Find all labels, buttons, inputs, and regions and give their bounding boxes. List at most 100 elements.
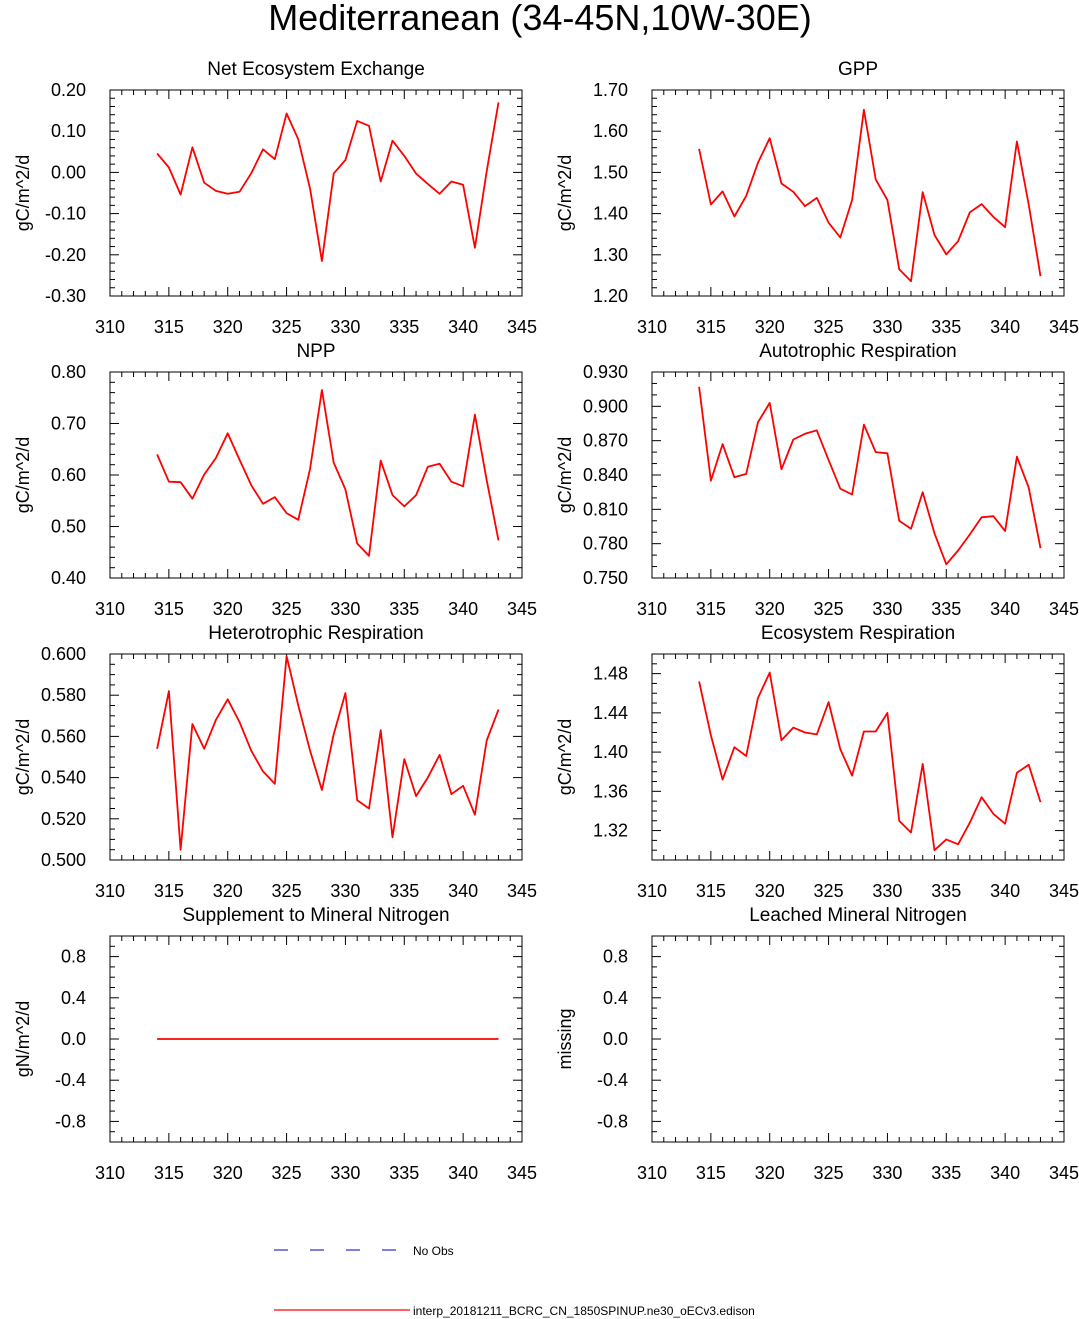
- x-tick-label: 315: [696, 317, 726, 337]
- x-tick-label: 340: [990, 317, 1020, 337]
- x-tick-label: 330: [872, 599, 902, 619]
- x-tick-label: 325: [272, 599, 302, 619]
- y-tick-label: 0.70: [51, 414, 86, 434]
- x-tick-label: 345: [1049, 881, 1079, 901]
- legend-label-no-obs: No Obs: [413, 1244, 454, 1258]
- y-tick-label: 0.80: [51, 362, 86, 382]
- x-tick-label: 310: [637, 881, 667, 901]
- y-tick-label: 0.8: [603, 947, 628, 967]
- panel-title: Ecosystem Respiration: [761, 623, 955, 644]
- panel-title: Leached Mineral Nitrogen: [749, 905, 967, 926]
- x-tick-label: 320: [755, 881, 785, 901]
- x-tick-label: 335: [389, 881, 419, 901]
- y-tick-label: 0.870: [583, 431, 628, 451]
- y-axis-label: gC/m^2/d: [555, 155, 575, 231]
- y-tick-label: 1.48: [593, 664, 628, 684]
- plot-frame: [109, 371, 523, 579]
- y-tick-label: 0.10: [51, 121, 86, 141]
- x-tick-label: 325: [272, 1163, 302, 1183]
- series-line: [156, 389, 500, 557]
- panel-autotrophic-respiration: Autotrophic Respiration gC/m^2/d 310 315 320…: [555, 341, 1079, 619]
- x-tick-label: 310: [637, 1163, 667, 1183]
- x-tick-label: 320: [755, 599, 785, 619]
- x-tick-label: 320: [213, 1163, 243, 1183]
- x-tick-label: 335: [931, 317, 961, 337]
- panel-title: GPP: [838, 59, 878, 80]
- y-tick-label: 0.840: [583, 465, 628, 485]
- x-tick-label: 320: [213, 599, 243, 619]
- panel-npp: NPP gC/m^2/d 310 315 320 325 330 335 340 345 0.40 0…: [13, 341, 537, 619]
- panel-title: Autotrophic Respiration: [759, 341, 957, 362]
- x-tick-label: 325: [272, 317, 302, 337]
- x-tick-label: 340: [990, 1163, 1020, 1183]
- x-tick-label: 335: [931, 881, 961, 901]
- x-tick-label: 340: [448, 599, 478, 619]
- legend: No Obs interp_20181211_BCRC_CN_1850SPINU…: [274, 1244, 755, 1318]
- y-tick-label: -0.4: [55, 1070, 86, 1090]
- panel-title: NPP: [296, 341, 335, 362]
- x-tick-label: 340: [448, 881, 478, 901]
- y-tick-label: 0.0: [61, 1029, 86, 1049]
- x-tick-label: 310: [637, 317, 667, 337]
- y-axis-label: gN/m^2/d: [13, 1001, 33, 1077]
- y-tick-label: 1.44: [593, 703, 628, 723]
- y-tick-label: 0.500: [41, 850, 86, 870]
- y-tick-label: 1.32: [593, 821, 628, 841]
- x-tick-label: 330: [330, 881, 360, 901]
- x-tick-label: 345: [507, 881, 537, 901]
- y-axis-label: gC/m^2/d: [555, 437, 575, 513]
- panel-title: Heterotrophic Respiration: [208, 623, 423, 644]
- x-tick-label: 345: [507, 317, 537, 337]
- x-tick-label: 330: [330, 317, 360, 337]
- x-tick-label: 315: [696, 599, 726, 619]
- panel-heterotrophic-respiration: Heterotrophic Respiration gC/m^2/d 310 315 3…: [13, 623, 537, 901]
- y-tick-label: -0.4: [597, 1070, 628, 1090]
- y-tick-label: -0.20: [45, 245, 86, 265]
- x-tick-label: 320: [755, 317, 785, 337]
- y-tick-label: -0.30: [45, 286, 86, 306]
- series-line: [698, 671, 1042, 852]
- plot-frame: [109, 89, 523, 297]
- x-tick-label: 345: [507, 1163, 537, 1183]
- y-tick-label: 0.750: [583, 568, 628, 588]
- series-line: [698, 108, 1042, 283]
- y-axis-label: gC/m^2/d: [555, 719, 575, 795]
- panel-supplement-to-mineral-nitrogen: Supplement to Mineral Nitrogen gN/m^2/d 31…: [13, 905, 537, 1183]
- x-tick-label: 320: [213, 881, 243, 901]
- y-tick-label: 1.50: [593, 162, 628, 182]
- x-tick-label: 340: [448, 1163, 478, 1183]
- x-tick-label: 340: [448, 317, 478, 337]
- y-tick-label: -0.8: [597, 1111, 628, 1131]
- y-tick-label: 1.36: [593, 781, 628, 801]
- y-tick-label: 1.20: [593, 286, 628, 306]
- y-tick-label: 1.70: [593, 80, 628, 100]
- x-tick-label: 335: [389, 1163, 419, 1183]
- y-tick-label: 0.900: [583, 396, 628, 416]
- y-tick-label: -0.8: [55, 1111, 86, 1131]
- panel-net-ecosystem-exchange: Net Ecosystem Exchange gC/m^2/d 310 315 320 3…: [13, 59, 537, 337]
- x-tick-label: 345: [1049, 599, 1079, 619]
- plot-frame: [109, 653, 523, 861]
- x-tick-label: 335: [931, 599, 961, 619]
- y-tick-label: 1.30: [593, 245, 628, 265]
- x-tick-label: 325: [814, 881, 844, 901]
- y-tick-label: 0.560: [41, 726, 86, 746]
- y-tick-label: 0.780: [583, 534, 628, 554]
- plot-frame: [109, 935, 523, 1143]
- x-tick-label: 325: [814, 317, 844, 337]
- y-tick-label: 0.40: [51, 568, 86, 588]
- x-tick-label: 325: [814, 1163, 844, 1183]
- x-tick-label: 325: [272, 881, 302, 901]
- x-tick-label: 315: [696, 881, 726, 901]
- y-tick-label: 1.40: [593, 742, 628, 762]
- x-tick-label: 335: [931, 1163, 961, 1183]
- series-line: [698, 386, 1042, 566]
- y-tick-label: 0.930: [583, 362, 628, 382]
- panel-ecosystem-respiration: Ecosystem Respiration gC/m^2/d 310 315 320 32…: [555, 623, 1079, 901]
- x-tick-label: 315: [154, 599, 184, 619]
- x-tick-label: 310: [95, 1163, 125, 1183]
- y-tick-label: 0.50: [51, 517, 86, 537]
- x-tick-label: 340: [990, 599, 1020, 619]
- y-axis-label: missing: [555, 1008, 575, 1069]
- panel-title: Supplement to Mineral Nitrogen: [182, 905, 449, 926]
